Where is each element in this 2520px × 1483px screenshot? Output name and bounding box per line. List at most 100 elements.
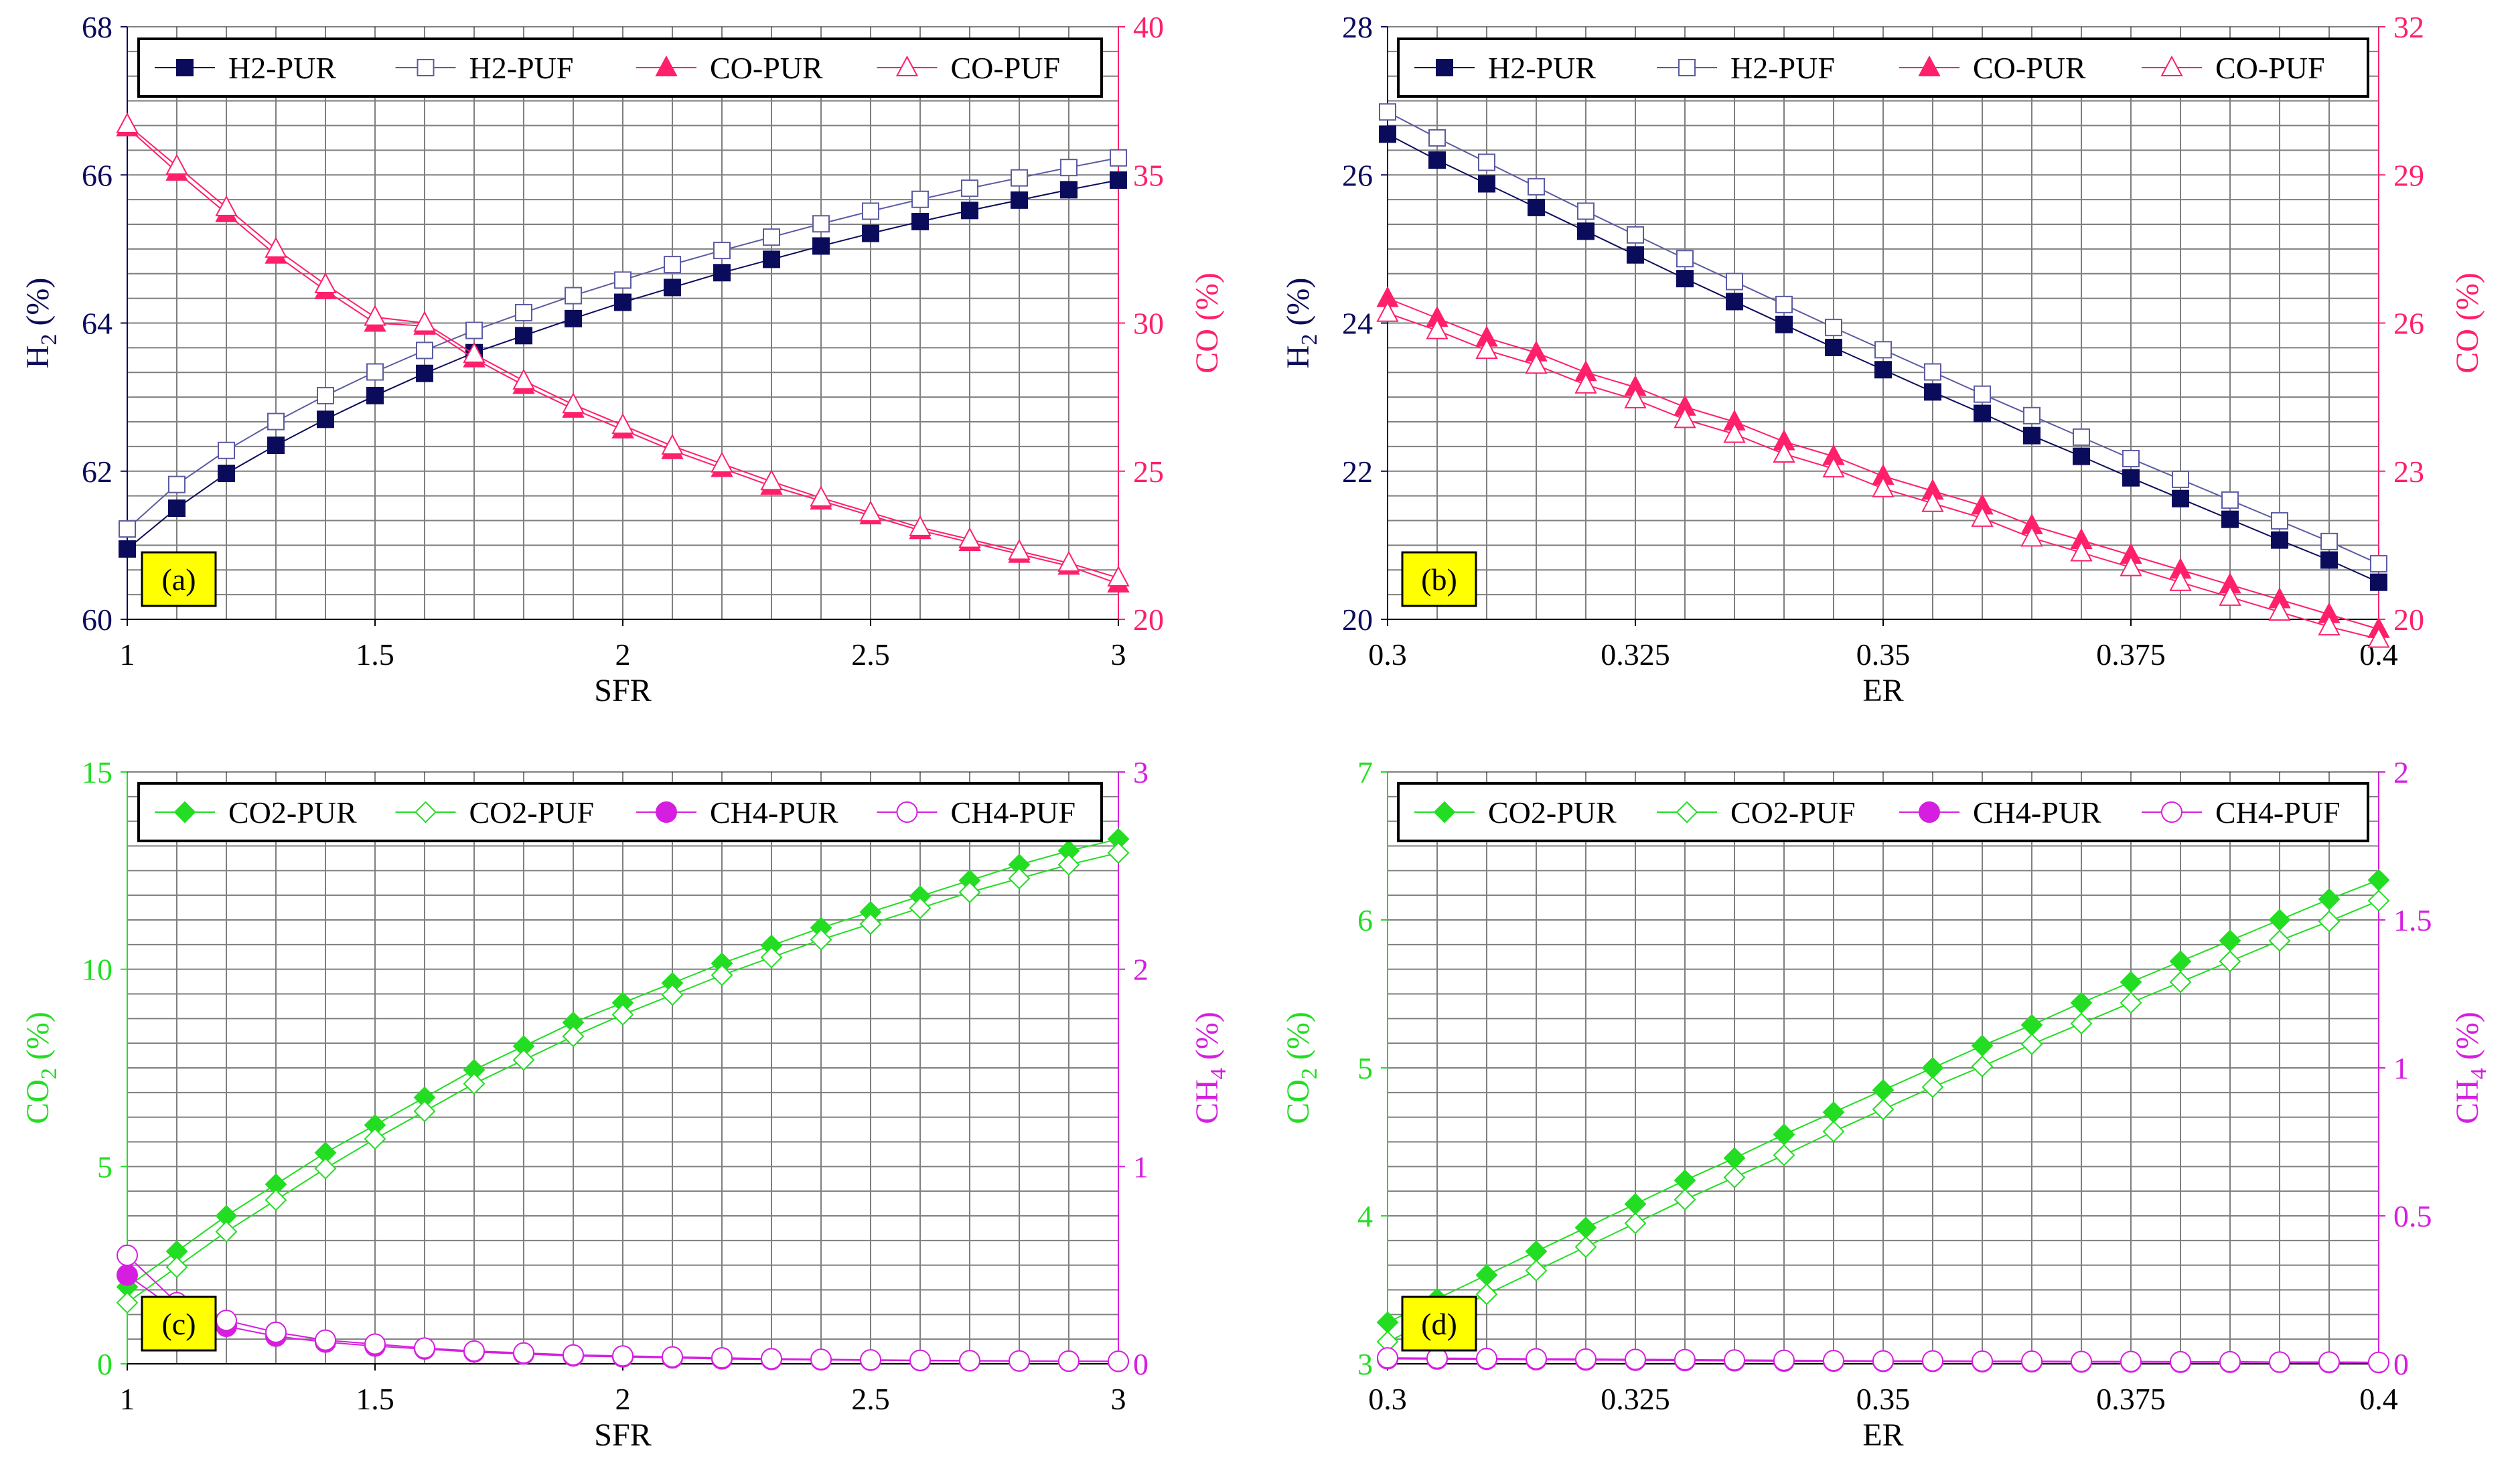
data-point — [1773, 441, 1795, 463]
legend-marker — [1436, 59, 1453, 76]
data-point — [1376, 301, 1399, 322]
y-right-tick-label: 1 — [2393, 1051, 2409, 1085]
data-point — [2170, 1350, 2191, 1373]
y-left-tick-label: 7 — [1357, 755, 1373, 789]
data-point — [810, 929, 832, 951]
data-point — [1060, 159, 1078, 177]
panel-label: (c) — [141, 1296, 217, 1352]
data-point — [1058, 1350, 1080, 1372]
data-point — [2120, 992, 2142, 1014]
y-right-tick-label: 25 — [1133, 455, 1164, 489]
data-point — [2020, 526, 2043, 547]
data-point — [1822, 456, 1845, 478]
panel-label-text: (d) — [1421, 1307, 1457, 1341]
data-point — [565, 287, 582, 305]
data-point — [1676, 270, 1694, 288]
x-tick-label: 0.4 — [2359, 1382, 2398, 1416]
data-point — [2169, 570, 2192, 591]
panel-label-box — [1401, 1296, 1477, 1352]
legend-label: CO-PUF — [951, 51, 1061, 85]
data-point — [2320, 532, 2338, 550]
data-point — [168, 499, 186, 518]
gridlines — [127, 772, 1118, 1364]
data-point — [1921, 491, 1944, 512]
data-point — [116, 1292, 139, 1314]
y-right-tick-label: 40 — [1133, 10, 1164, 44]
data-point — [1377, 1347, 1398, 1369]
series-co-puf — [116, 112, 1130, 587]
data-point — [2271, 512, 2288, 530]
x-tick-label: 1 — [120, 1382, 135, 1416]
data-point — [614, 293, 632, 311]
data-point — [119, 540, 136, 558]
legend-box — [137, 37, 1103, 98]
data-point — [314, 1157, 337, 1180]
y-left-tick-label: 3 — [1357, 1347, 1373, 1381]
legend-marker — [896, 801, 918, 823]
y-right-axis-label: CO (%) — [2450, 272, 2485, 374]
series-co2-puf — [1376, 889, 2390, 1353]
series-h2-pur — [119, 171, 1127, 558]
data-point — [1528, 198, 1545, 216]
legend: CO2-PUR CO2-PUF CH4-PUR CH4-PUF — [137, 782, 1103, 842]
data-point — [1874, 341, 1892, 359]
data-point — [215, 1221, 238, 1243]
x-tick-label: 2.5 — [851, 1382, 890, 1416]
data-point — [1624, 1212, 1647, 1235]
data-point — [1825, 339, 1842, 357]
data-point — [1773, 1349, 1795, 1371]
data-point — [911, 190, 929, 208]
data-point — [661, 434, 684, 455]
data-point — [1726, 293, 1743, 311]
data-point — [760, 469, 783, 491]
legend-label: CH4-PUF — [2215, 795, 2341, 830]
data-point — [1723, 422, 1746, 443]
data-point — [317, 410, 334, 428]
x-tick-label: 0.35 — [1856, 637, 1911, 672]
data-point — [1674, 1188, 1696, 1211]
data-point — [1674, 407, 1696, 428]
data-point — [661, 984, 684, 1006]
data-point — [1723, 1166, 1746, 1188]
y-right-axis-label: CO (%) — [1189, 272, 1225, 374]
data-point — [1724, 1349, 1745, 1371]
data-point — [1525, 353, 1548, 374]
data-point — [810, 485, 832, 507]
panel-label: (d) — [1401, 1296, 1477, 1352]
series-h2-puf — [1379, 103, 2387, 573]
data-point — [862, 202, 879, 220]
legend-box — [137, 782, 1103, 842]
data-point — [512, 368, 535, 390]
data-point — [1872, 1098, 1895, 1121]
legend-label: CH4-PUF — [951, 795, 1076, 830]
data-point — [463, 1073, 486, 1095]
data-point — [614, 271, 632, 289]
data-point — [1428, 129, 1446, 147]
legend-label: H2-PUF — [1730, 51, 1835, 85]
data-point — [463, 341, 486, 363]
data-point — [515, 304, 532, 322]
data-point — [513, 1342, 534, 1364]
data-point — [713, 264, 731, 282]
data-point — [1107, 842, 1130, 864]
x-tick-label: 0.3 — [1368, 1382, 1407, 1416]
legend-label: CH4-PUR — [710, 795, 838, 830]
data-point — [265, 1189, 287, 1211]
data-point — [1110, 171, 1127, 189]
data-point — [760, 946, 783, 969]
legend-marker — [415, 801, 437, 824]
data-point — [2370, 555, 2387, 573]
data-point — [2271, 531, 2288, 549]
legend-label: CO2-PUR — [1488, 795, 1617, 830]
data-point — [1426, 318, 1449, 339]
data-point — [165, 153, 188, 175]
data-point — [2070, 540, 2093, 562]
data-point — [958, 881, 981, 904]
data-point — [2219, 584, 2241, 606]
data-point — [1625, 1348, 1646, 1371]
data-point — [1428, 151, 1446, 169]
data-point — [1823, 1350, 1844, 1372]
data-point — [2318, 614, 2341, 636]
legend-marker — [2161, 801, 2182, 823]
